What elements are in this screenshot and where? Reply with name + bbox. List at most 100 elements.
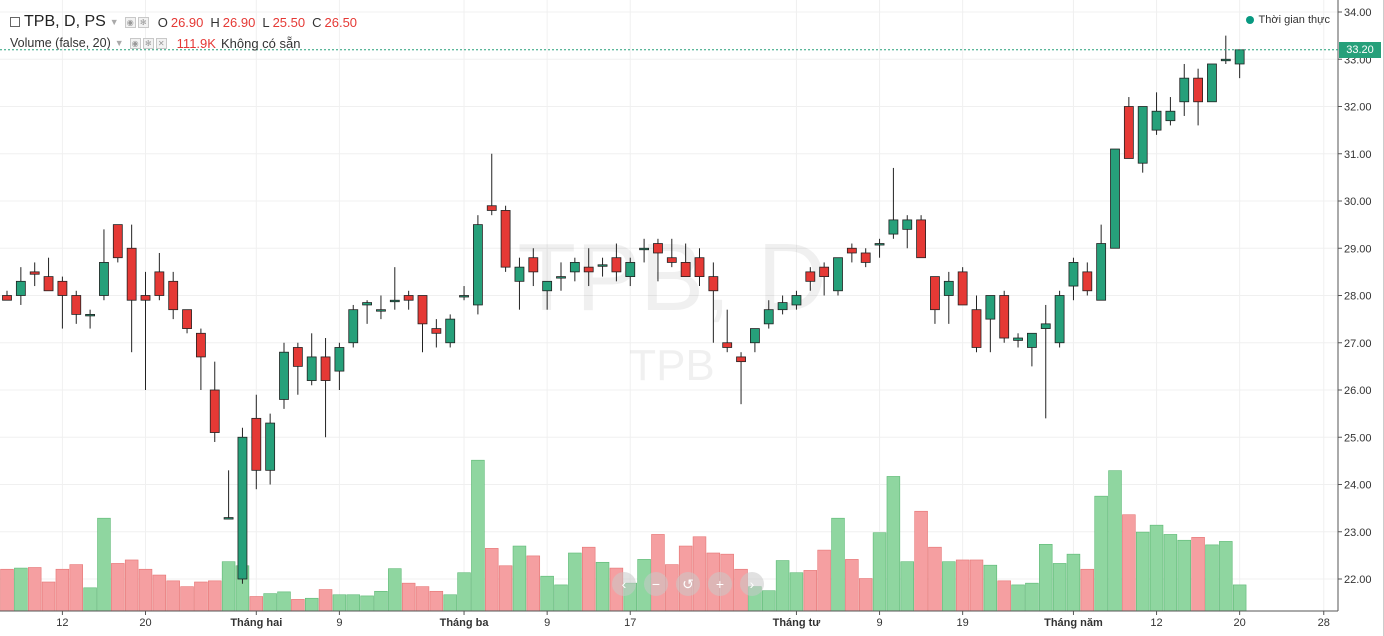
close-icon[interactable]: ✕	[155, 37, 167, 49]
candle	[1013, 333, 1023, 348]
volume-bar	[512, 545, 527, 612]
candle-body	[611, 257, 622, 273]
candle	[1068, 257, 1079, 301]
volume-bar	[457, 572, 471, 612]
volume-bar	[568, 552, 582, 612]
candle-body	[1096, 243, 1107, 301]
candle	[943, 271, 954, 324]
volume-bar	[1108, 470, 1122, 612]
collapse-icon[interactable]	[10, 17, 20, 27]
candle-body	[486, 205, 497, 211]
candle-body	[1220, 58, 1231, 62]
candle-body	[57, 280, 68, 296]
volume-bar	[526, 555, 541, 612]
candle	[279, 342, 289, 409]
volume-bar	[1066, 553, 1081, 612]
candle	[459, 286, 469, 301]
candle-body	[694, 257, 705, 278]
symbol-label[interactable]: TPB, D, PS	[24, 13, 106, 30]
volume-bar	[208, 580, 222, 612]
candle-body	[985, 295, 996, 320]
chevron-left-icon[interactable]: ‹	[612, 572, 636, 596]
x-tick-label: 12	[1150, 617, 1162, 629]
candle	[819, 262, 830, 296]
candle-body	[292, 347, 303, 367]
volume-bar	[332, 594, 347, 612]
x-tick-label: 28	[1318, 617, 1330, 629]
x-tick-label: 12	[56, 617, 68, 629]
candle	[777, 295, 788, 315]
candle	[209, 361, 220, 442]
x-tick-label: 9	[876, 617, 882, 629]
candle-body	[708, 276, 719, 292]
candle-body	[1165, 110, 1176, 122]
reset-icon[interactable]: ↺	[676, 572, 700, 596]
candle	[916, 215, 926, 259]
candle-body	[265, 422, 276, 471]
volume-bar	[942, 561, 956, 612]
status-dot-icon	[1245, 16, 1254, 24]
volume-indicator-label[interactable]: Volume (false, 20)	[10, 36, 111, 50]
candle-body	[500, 210, 511, 268]
candle	[85, 309, 95, 329]
candle-body	[777, 302, 788, 311]
candle	[251, 394, 262, 490]
chevron-down-icon[interactable]: ▼	[109, 17, 119, 27]
eye-icon[interactable]: ◉	[129, 37, 141, 49]
candle-body	[320, 356, 331, 381]
candle	[1151, 92, 1162, 135]
volume-bar	[595, 561, 610, 612]
candle-body	[43, 276, 54, 292]
chevron-down-icon[interactable]: ▼	[114, 38, 124, 48]
candle-body	[15, 280, 26, 296]
gear-icon[interactable]: ✻	[142, 37, 154, 49]
volume-bar	[1191, 537, 1205, 612]
candle	[362, 300, 373, 324]
y-tick-label: 24.00	[1344, 480, 1372, 492]
candle-body	[1151, 110, 1162, 131]
candle	[805, 267, 816, 291]
candle-body	[472, 224, 483, 306]
candle-body	[833, 257, 843, 292]
candle-body	[403, 295, 414, 301]
candle-body	[943, 280, 954, 296]
volume-bar	[845, 559, 859, 612]
candle-body	[445, 318, 456, 344]
candle-body	[569, 262, 580, 273]
candle-body	[348, 309, 359, 344]
realtime-label: Thời gian thực	[1258, 14, 1330, 26]
candle-body	[916, 219, 926, 259]
zoom-out-icon[interactable]: −	[644, 572, 668, 596]
candle	[722, 309, 733, 353]
eye-icon[interactable]: ◉	[124, 16, 136, 28]
candle	[223, 470, 234, 520]
candle-body	[168, 280, 179, 311]
legend-volume: Volume (false, 20) ▼ ◉ ✻ ✕ 111.9K Không …	[10, 34, 300, 52]
candle-body	[71, 295, 82, 315]
candle	[1179, 63, 1190, 116]
chevron-right-icon[interactable]: ›	[740, 572, 764, 596]
candle-body	[750, 328, 760, 344]
candle-body	[195, 332, 206, 358]
candle-body	[376, 309, 386, 312]
volume-bar	[817, 549, 831, 612]
candle-body	[860, 252, 871, 263]
candle	[265, 413, 276, 485]
gear-icon[interactable]: ✻	[137, 16, 149, 28]
candle	[1082, 262, 1093, 296]
candle	[1207, 63, 1217, 103]
candle-body	[1068, 262, 1079, 287]
y-tick-label: 30.00	[1344, 196, 1372, 208]
volume-bar	[27, 567, 42, 612]
candle-body	[1193, 77, 1203, 103]
candle	[528, 248, 539, 287]
candle-body	[1027, 332, 1037, 348]
zoom-in-icon[interactable]: +	[708, 572, 732, 596]
x-tick-label: 20	[1234, 617, 1246, 629]
x-tick-label: 19	[957, 617, 969, 629]
volume-bar	[374, 590, 388, 612]
x-tick-label: 20	[139, 617, 151, 629]
candle-body	[999, 295, 1010, 339]
candle	[860, 248, 871, 268]
